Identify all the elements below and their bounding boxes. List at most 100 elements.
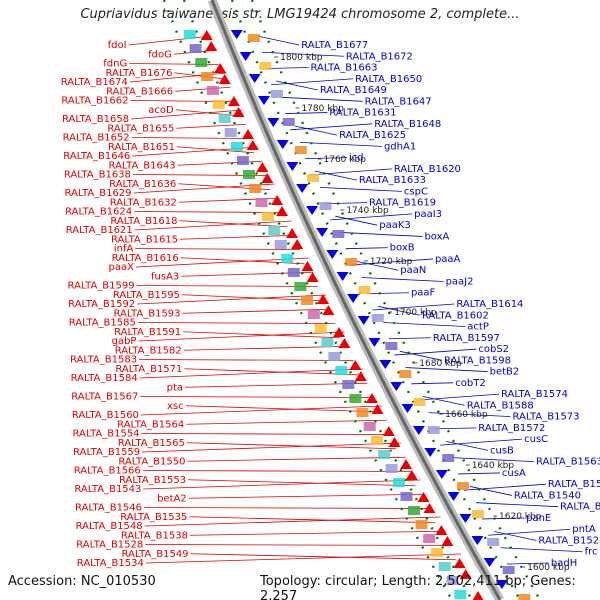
gene-label-cspc[interactable]: cspC (404, 186, 428, 197)
gene-label-fusa3[interactable]: fusA3 (151, 271, 179, 282)
gene-label-ralta-b1565[interactable]: RALTA_B1565 (118, 438, 185, 449)
gene-label-ralta-b1677[interactable]: RALTA_B1677 (301, 40, 368, 51)
gene-label-ralta-b1633[interactable]: RALTA_B1633 (359, 175, 426, 186)
gene-label-ralta-b1615[interactable]: RALTA_B1615 (111, 234, 178, 245)
gene-label-ralta-b1582[interactable]: RALTA_B1582 (115, 345, 182, 356)
gene-label-ralta-b1620[interactable]: RALTA_B1620 (394, 164, 461, 175)
gene-label-ralta-b1599[interactable]: RALTA_B1599 (68, 281, 135, 292)
gene-label-ralta-b1649[interactable]: RALTA_B1649 (320, 85, 387, 96)
gene-label-ralta-b1643[interactable]: RALTA_B1643 (109, 160, 176, 171)
gene-label-ralta-b1550[interactable]: RALTA_B1550 (118, 456, 185, 467)
gene-label-betb2[interactable]: betB2 (490, 367, 520, 378)
gene-label-ralta-b1658[interactable]: RALTA_B1658 (62, 114, 129, 125)
gene-label-ralta-b1526[interactable]: RALTA_B1526 (538, 535, 600, 546)
gene-label-ralta-b1553[interactable]: RALTA_B1553 (119, 475, 186, 486)
gene-label-ralta-b1597[interactable]: RALTA_B1597 (433, 333, 500, 344)
gene-label-ralta-b1567[interactable]: RALTA_B1567 (71, 392, 138, 403)
gene-label-paan[interactable]: paaN (400, 265, 426, 276)
gene-label-pane[interactable]: panE (526, 513, 551, 524)
gene-label-ralta-b1663[interactable]: RALTA_B1663 (310, 63, 377, 74)
gene-label-ralta-b1559[interactable]: RALTA_B1559 (73, 447, 140, 458)
gene-label-ralta-b1591[interactable]: RALTA_B1591 (114, 327, 181, 338)
gene-label-ralta-b1572[interactable]: RALTA_B1572 (478, 423, 545, 434)
gene-label-ralta-b1625[interactable]: RALTA_B1625 (339, 130, 406, 141)
gene-label-ralta-b1549[interactable]: RALTA_B1549 (121, 549, 188, 560)
gene-label-gdha1[interactable]: gdhA1 (384, 141, 416, 152)
gene-label-ralta-b1632[interactable]: RALTA_B1632 (110, 197, 177, 208)
gene-label-beta2[interactable]: betA2 (157, 493, 187, 504)
gene-label-ralta-b1598[interactable]: RALTA_B1598 (444, 355, 511, 366)
gene-label-ralta-b1674[interactable]: RALTA_B1674 (61, 77, 128, 88)
gene-label-boxb[interactable]: boxB (390, 243, 415, 254)
gene-label-ralta-b1560[interactable]: RALTA_B1560 (72, 410, 139, 421)
gene-label-ralta-b1616[interactable]: RALTA_B1616 (112, 253, 179, 264)
gene-label-paak3[interactable]: paaK3 (379, 220, 411, 231)
gene-label-ralta-b1585[interactable]: RALTA_B1585 (69, 318, 136, 329)
gene-label-badh[interactable]: badH (551, 558, 577, 569)
gene-label-paaa[interactable]: paaA (435, 254, 461, 265)
gene-label-ralta-b1548[interactable]: RALTA_B1548 (76, 521, 143, 532)
gene-label-ralta-b1588[interactable]: RALTA_B1588 (467, 400, 534, 411)
gene-label-ralta-b1545[interactable]: RALTA_B1545 (548, 479, 600, 490)
gene-label-ralta-b1583[interactable]: RALTA_B1583 (70, 355, 137, 366)
gene-label-cusc[interactable]: cusC (524, 434, 548, 445)
gene-label-ralta-b1621[interactable]: RALTA_B1621 (66, 225, 133, 236)
gene-label-ralta-b1647[interactable]: RALTA_B1647 (365, 96, 432, 107)
gene-label-ralta-b1538[interactable]: RALTA_B1538 (121, 530, 188, 541)
gene-label-ralta-b1676[interactable]: RALTA_B1676 (105, 68, 172, 79)
gene-label-acod[interactable]: acoD (148, 105, 174, 116)
gene-label-ralta-b1666[interactable]: RALTA_B1666 (106, 86, 173, 97)
gene-label-ralta-b1662[interactable]: RALTA_B1662 (61, 96, 128, 107)
gene-label-ralta-b1629[interactable]: RALTA_B1629 (64, 188, 131, 199)
gene-label-ralta-b1648[interactable]: RALTA_B1648 (374, 119, 441, 130)
gene-label-ralta-b1528[interactable]: RALTA_B1528 (76, 540, 143, 551)
gene-label-ralta-b1546[interactable]: RALTA_B1546 (75, 503, 142, 514)
gene-label-ralta-b1574[interactable]: RALTA_B1574 (501, 389, 568, 400)
gene-label-cobt2[interactable]: cobT2 (455, 378, 485, 389)
gene-label-ralta-b1592[interactable]: RALTA_B1592 (68, 299, 135, 310)
gene-label-ralta-b1655[interactable]: RALTA_B1655 (107, 123, 174, 134)
gene-label-cusb[interactable]: cusB (490, 445, 514, 456)
gene-label-ralta-b1618[interactable]: RALTA_B1618 (110, 216, 177, 227)
gene-label-ralta-b1650[interactable]: RALTA_B1650 (355, 74, 422, 85)
gene-label-ralta-b1573[interactable]: RALTA_B1573 (512, 412, 579, 423)
gene-label-ralta-b1595[interactable]: RALTA_B1595 (113, 290, 180, 301)
gene-label-ralta-b1547[interactable]: RALTA_B1547 (560, 502, 600, 513)
gene-label-paax[interactable]: paaX (109, 262, 135, 273)
gene-label-cobs2[interactable]: cobS2 (478, 344, 509, 355)
gene-label-paaf[interactable]: paaF (411, 288, 436, 299)
gene-label-ralta-b1563[interactable]: RALTA_B1563 (536, 457, 600, 468)
gene-label-ralta-b1584[interactable]: RALTA_B1584 (71, 373, 138, 384)
gene-label-ralta-b1646[interactable]: RALTA_B1646 (63, 151, 130, 162)
gene-label-ralta-b1564[interactable]: RALTA_B1564 (117, 419, 184, 430)
gene-label-actp[interactable]: actP (467, 322, 489, 333)
gene-label-fdoi[interactable]: fdoI (108, 40, 127, 51)
gene-label-fdog[interactable]: fdoG (148, 49, 172, 60)
gene-label-gabp[interactable]: gabP (112, 336, 137, 347)
gene-label-ralta-b1543[interactable]: RALTA_B1543 (74, 484, 141, 495)
gene-label-paaj2[interactable]: paaJ2 (446, 276, 474, 287)
gene-label-fdng[interactable]: fdnG (103, 59, 127, 70)
gene-label-infa[interactable]: infA (114, 244, 134, 255)
gene-label-icd[interactable]: icd (349, 153, 364, 164)
gene-label-ralta-b1638[interactable]: RALTA_B1638 (64, 170, 131, 181)
gene-label-boxa[interactable]: boxA (424, 231, 449, 242)
gene-label-ralta-b1631[interactable]: RALTA_B1631 (329, 108, 396, 119)
gene-label-pta[interactable]: pta (167, 382, 183, 393)
gene-label-ralta-b1672[interactable]: RALTA_B1672 (346, 51, 413, 62)
gene-label-xsc[interactable]: xsc (167, 401, 184, 412)
gene-label-ralta-b1651[interactable]: RALTA_B1651 (108, 142, 175, 153)
gene-label-ralta-b1535[interactable]: RALTA_B1535 (120, 512, 187, 523)
gene-label-ralta-b1602[interactable]: RALTA_B1602 (422, 310, 489, 321)
gene-label-cusa[interactable]: cusA (502, 468, 526, 479)
gene-label-ralta-b1540[interactable]: RALTA_B1540 (514, 490, 581, 501)
gene-label-ralta-b1624[interactable]: RALTA_B1624 (65, 207, 132, 218)
gene-label-paai3[interactable]: paaI3 (414, 209, 442, 220)
gene-label-frc[interactable]: frc (585, 547, 598, 558)
gene-label-ralta-b1566[interactable]: RALTA_B1566 (74, 466, 141, 477)
gene-label-ralta-b1619[interactable]: RALTA_B1619 (369, 198, 436, 209)
gene-label-ralta-b1554[interactable]: RALTA_B1554 (72, 429, 139, 440)
gene-label-ralta-b1534[interactable]: RALTA_B1534 (77, 558, 144, 569)
gene-label-ralta-b1593[interactable]: RALTA_B1593 (113, 308, 180, 319)
gene-label-ralta-b1571[interactable]: RALTA_B1571 (115, 364, 182, 375)
